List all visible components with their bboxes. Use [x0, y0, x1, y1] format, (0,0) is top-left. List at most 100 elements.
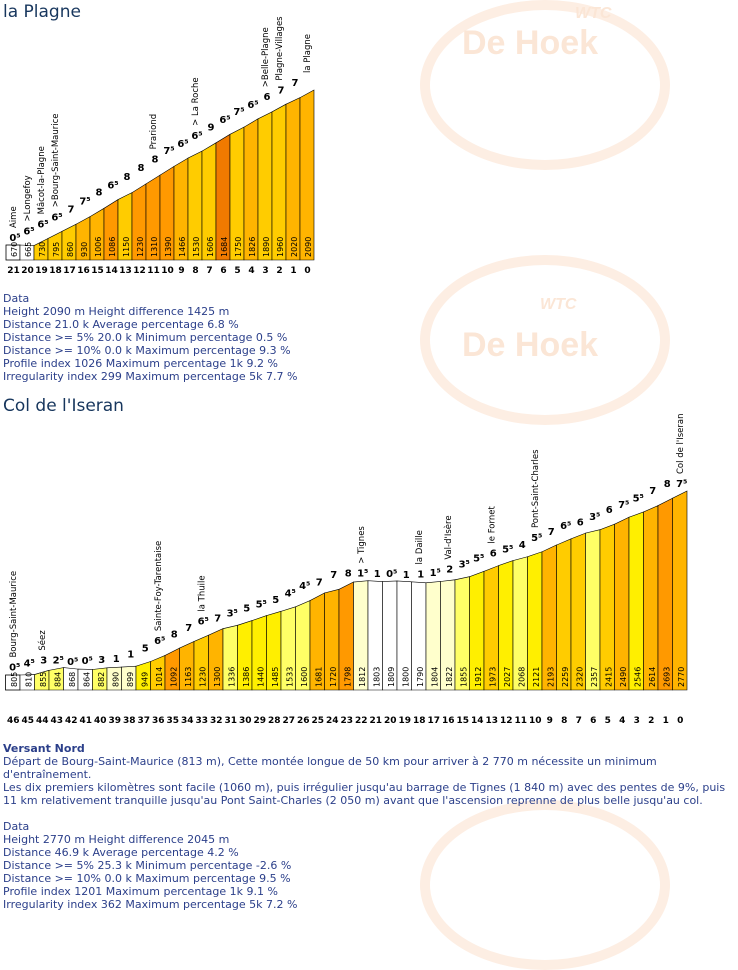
percent-label: 1 — [417, 569, 424, 580]
elevation-label: 1150 — [122, 237, 131, 257]
place-label: le Fornet — [487, 506, 497, 544]
percent-label: 1 — [113, 654, 120, 665]
elevation-label: 1804 — [431, 667, 440, 687]
km-label: 6 — [220, 266, 226, 276]
section-title-iseran: Col de l'Iseran — [3, 396, 124, 416]
km-label: 36 — [152, 716, 165, 726]
elevation-label: 930 — [80, 242, 89, 257]
km-label: 19 — [35, 266, 48, 276]
profile-bar — [614, 516, 630, 691]
elevation-label: 2415 — [605, 667, 614, 687]
percent-label: 8 — [96, 188, 103, 199]
km-label: 7 — [206, 266, 212, 276]
elevation-label: 1014 — [155, 667, 164, 687]
km-label: 23 — [340, 716, 353, 726]
percent-label: 7 — [548, 527, 555, 538]
elevation-label: 2770 — [677, 667, 686, 687]
elevation-label: 1798 — [344, 667, 353, 687]
text-line: d'entraînement. — [3, 768, 92, 781]
percent-label: 6⁵ — [219, 115, 230, 126]
elevation-label: 1485 — [271, 667, 280, 687]
km-label: 13 — [119, 266, 132, 276]
percent-label: 7⁵ — [79, 196, 90, 207]
km-label: 21 — [7, 266, 20, 276]
text-line: 11 km relativement tranquille jusqu'au P… — [3, 794, 703, 807]
km-label: 14 — [105, 266, 118, 276]
percent-label: 5 — [243, 604, 250, 615]
km-label: 28 — [268, 716, 281, 726]
elevation-label: 1822 — [445, 667, 454, 687]
km-label: 32 — [210, 716, 223, 726]
km-label: 35 — [166, 716, 179, 726]
place-label: Mâcot-la-Plagne — [37, 146, 47, 214]
place-label: Col de l'Iseran — [676, 414, 686, 474]
km-label: 11 — [147, 266, 160, 276]
elevation-label: 2020 — [290, 237, 299, 257]
elevation-label: 1230 — [136, 237, 145, 257]
km-label: 7 — [576, 716, 582, 726]
km-label: 17 — [63, 266, 76, 276]
percent-label: 8 — [124, 172, 131, 183]
elevation-label: 2193 — [547, 667, 556, 687]
km-label: 22 — [355, 716, 368, 726]
elevation-label: 884 — [54, 672, 63, 687]
place-label: la Plagne — [303, 34, 313, 73]
percent-label: 8 — [152, 154, 159, 165]
km-label: 1 — [290, 266, 296, 276]
km-label: 3 — [262, 266, 268, 276]
km-label: 29 — [253, 716, 266, 726]
percent-label: 5⁵ — [633, 494, 644, 505]
percent-label: 1 — [127, 650, 134, 661]
text-block: Data Height 2090 m Height difference 1425… — [3, 292, 297, 383]
place-label: Plagne-Villages — [275, 16, 285, 81]
place-label: Prariond — [149, 114, 159, 150]
elevation-label: 1912 — [474, 667, 483, 687]
elevation-label: 1092 — [170, 667, 179, 687]
profile-bar — [628, 511, 644, 691]
elevation-label: 2259 — [561, 667, 570, 687]
km-label: 1 — [663, 716, 669, 726]
km-label: 5 — [605, 716, 611, 726]
km-label: 45 — [21, 716, 34, 726]
section-title-plagne: la Plagne — [3, 2, 81, 22]
elevation-label: 1684 — [220, 237, 229, 257]
elevation-label: 1720 — [329, 667, 338, 687]
percent-label: 1 — [374, 569, 381, 580]
percent-label: 8 — [664, 479, 671, 490]
km-label: 26 — [297, 716, 310, 726]
km-label: 8 — [192, 266, 198, 276]
elevation-label: 805 — [10, 672, 19, 687]
km-label: 3 — [634, 716, 640, 726]
percent-label: 3 — [98, 655, 105, 666]
elevation-label: 1606 — [206, 237, 215, 257]
watermark-ring — [420, 0, 670, 170]
km-label: 21 — [369, 716, 382, 726]
percent-label: 5 — [142, 643, 149, 654]
percent-label: 6⁵ — [37, 219, 48, 230]
percent-label: 6 — [577, 518, 584, 529]
percent-label: 6⁵ — [191, 131, 202, 142]
elevation-label: 1960 — [276, 237, 285, 257]
elevation-label: 2490 — [619, 667, 628, 687]
percent-label: 0⁵ — [9, 233, 20, 244]
km-label: 33 — [195, 716, 208, 726]
km-label: 38 — [123, 716, 136, 726]
percent-label: 6 — [606, 505, 613, 516]
place-label: la Thuile — [197, 575, 207, 611]
elevation-label: 1800 — [402, 667, 411, 687]
km-label: 9 — [178, 266, 184, 276]
km-label: 2 — [648, 716, 654, 726]
place-label: Val-d'Isère — [443, 515, 454, 559]
place-label: Aime — [9, 206, 19, 228]
elevation-label: 1300 — [213, 667, 222, 687]
percent-label: 4⁵ — [299, 581, 310, 592]
profile-bar — [271, 103, 287, 261]
elevation-label: 1750 — [234, 237, 243, 257]
percent-label: 7 — [214, 613, 221, 624]
km-label: 18 — [413, 716, 426, 726]
profile-bar — [585, 529, 601, 691]
percent-label: 5⁵ — [256, 599, 267, 610]
elevation-label: 2068 — [518, 667, 527, 687]
km-label: 20 — [384, 716, 397, 726]
profile-chart-iseran: 805 810 855 884 868 864 882 890 899 949 1014 1092 11… — [5, 414, 687, 726]
